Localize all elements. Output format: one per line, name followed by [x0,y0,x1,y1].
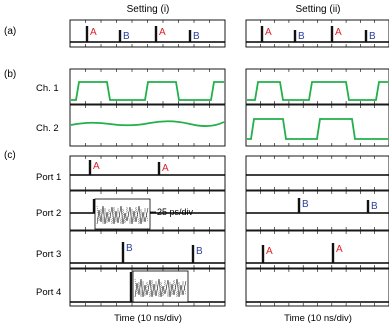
channel-label-1: Ch. 1 [36,83,59,94]
pulse-a-row-a-3-label: A [265,27,272,38]
xlabel-setting-ii: Time (10 ns/div) [284,313,352,324]
pulses: A B A B A B A B A A B B B B A A [85,26,378,302]
pulse-a-port-3-2-label: A [336,244,343,255]
pulse-b-row-a-2-label: B [193,31,200,42]
pulse-b-port-2-2-label: B [371,201,378,212]
pulse-b-row-a-3-label: B [298,31,305,42]
xlabel-setting-i: Time (10 ns/div) [114,313,182,324]
trace-ch2-setting-i [70,120,225,127]
trace-ch1-setting-ii [247,81,388,101]
pulse-a-port-3-1-label: A [266,246,273,257]
traces [70,81,388,140]
port-label-2: Port 2 [36,208,61,219]
pulse-b-port-3-2-label: B [196,246,203,257]
trace-ch2-setting-ii [247,118,388,140]
panel-label-b: (b) [4,69,16,80]
column-title-setting-ii: Setting (ii) [295,4,340,15]
panel-label-c: (c) [4,150,16,161]
pulse-a-port-1-1-label: A [93,161,100,172]
trace-ch1-setting-i [71,81,224,101]
eye-inset-scale-label: 25 ps/div [157,207,194,217]
pulse-b-row-a-1-label: B [123,31,130,42]
port-label-3: Port 3 [36,249,61,260]
pulse-a-row-a-2-label: A [159,27,166,38]
pulse-a-row-a-1-label: A [90,27,97,38]
eye-inset-port-2: 25 ps/div [94,198,194,230]
scope-frame [245,268,389,307]
scope-frame [245,68,389,105]
scope-frames-setting-ii [245,19,389,307]
pulse-b-port-2-1-label: B [302,199,309,210]
pulse-a-row-a-4-label: A [335,27,342,38]
pulse-a-port-1-2-label: A [162,163,169,174]
channel-label-2: Ch. 2 [36,123,59,134]
column-title-setting-i: Setting (i) [127,4,170,15]
port-label-1: Port 1 [36,172,61,183]
eye-inset-port-4 [132,270,189,303]
panel-label-a: (a) [4,26,16,37]
port-label-4: Port 4 [36,287,61,298]
pulse-b-row-a-4-label: B [369,31,376,42]
scope-frame [245,155,389,191]
pulse-b-port-3-1-label: B [126,243,133,254]
